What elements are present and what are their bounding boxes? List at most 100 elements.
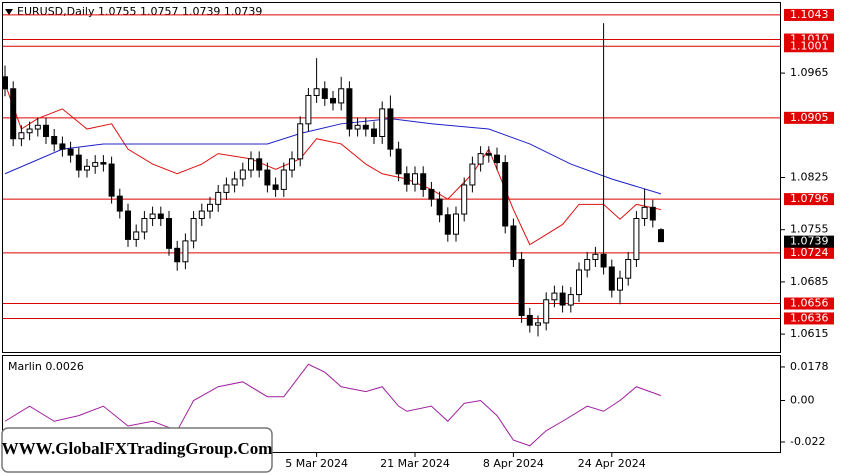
candle-body — [428, 188, 435, 200]
candle-body — [174, 247, 181, 263]
candle-body — [75, 154, 82, 171]
candle-body — [264, 169, 271, 186]
candle-body — [469, 163, 476, 186]
level-label-box — [784, 40, 834, 53]
candle-body — [658, 229, 664, 243]
candle-body — [256, 158, 263, 171]
candle-body — [461, 184, 468, 215]
candle-body — [321, 88, 328, 99]
candle-body — [641, 206, 648, 220]
candle-body — [371, 128, 377, 137]
level-label-box — [784, 111, 834, 124]
candle-body — [59, 143, 66, 150]
candle-body — [420, 173, 427, 190]
candle-body — [239, 169, 246, 180]
level-label: 1.0636 — [790, 311, 829, 324]
candle-body — [600, 253, 607, 268]
level-label-box — [784, 246, 834, 259]
candle-body — [313, 88, 320, 96]
candle-body — [436, 198, 443, 216]
candle-body — [625, 259, 632, 279]
candle-body — [223, 184, 230, 193]
candle-body — [43, 124, 49, 137]
candle-body — [84, 165, 90, 171]
candle-body — [551, 292, 558, 301]
candle-body — [608, 266, 615, 291]
chart-title: EURUSD,Daily 1.0755 1.0757 1.0739 1.0739 — [17, 5, 262, 18]
candle-body — [362, 124, 369, 130]
level-label: 1.1043 — [790, 8, 829, 21]
candle-body — [67, 148, 74, 156]
candle-body — [330, 97, 336, 104]
candle-body — [543, 299, 550, 324]
x-tick-label: 5 Mar 2024 — [285, 457, 348, 470]
candle-body — [34, 124, 41, 130]
candle-body — [92, 162, 99, 167]
candle-body — [231, 178, 238, 186]
candle-body — [494, 154, 500, 164]
candle-body — [584, 259, 591, 271]
candle-body — [649, 206, 656, 221]
candle-body — [559, 292, 566, 306]
indicator-tick-label: -0.022 — [790, 435, 825, 448]
y-tick-label: 1.0755 — [790, 223, 829, 236]
candle-body — [518, 259, 525, 316]
candle-body — [289, 158, 295, 171]
level-label: 1.0724 — [790, 246, 829, 259]
pane-arrow — [5, 9, 13, 15]
candle-body — [182, 240, 189, 263]
candle-body — [149, 213, 156, 220]
candle-body — [485, 153, 492, 156]
candle-body — [387, 108, 394, 150]
candle-body — [633, 218, 640, 261]
candle-body — [453, 213, 459, 235]
candle-body — [502, 162, 509, 227]
candle-body — [526, 314, 533, 326]
candle-body — [535, 322, 541, 326]
candle-body — [133, 231, 140, 240]
candle-body — [10, 88, 17, 140]
candle-body — [2, 76, 8, 90]
indicator-pane — [2, 355, 781, 453]
level-label: 1.0796 — [790, 192, 829, 205]
y-tick-label: 1.0965 — [790, 66, 829, 79]
indicator-tick-label: 0.00 — [790, 394, 815, 407]
indicator-tick-label: 0.0178 — [790, 360, 829, 373]
x-tick-label: 21 Mar 2024 — [380, 457, 450, 470]
moving-average — [4, 118, 662, 195]
candle-body — [305, 94, 312, 125]
price-pane — [2, 2, 781, 353]
candle-body — [26, 128, 33, 134]
candle-body — [125, 210, 131, 240]
level-label-box — [784, 8, 834, 21]
candle-body — [141, 218, 148, 233]
x-tick-label: 8 Apr 2024 — [483, 457, 544, 470]
watermark: WWW.GlobalFXTradingGroup.Com — [2, 439, 273, 458]
moving-average — [4, 83, 662, 246]
candle-body — [346, 88, 353, 130]
y-tick-label: 1.0615 — [790, 327, 829, 340]
level-label: 1.1001 — [790, 39, 829, 52]
candle-body — [272, 184, 279, 190]
candle-body — [576, 269, 582, 296]
level-label: 1.0905 — [790, 111, 829, 124]
indicator-label: Marlin 0.0026 — [8, 360, 84, 373]
level-label-box — [784, 193, 834, 206]
candle-body — [338, 88, 345, 104]
candle-body — [444, 214, 451, 235]
candle-body — [198, 210, 205, 220]
candle-body — [190, 218, 197, 242]
candle-body — [100, 162, 107, 165]
candle-body — [157, 213, 164, 220]
y-tick-label: 1.0685 — [790, 275, 829, 288]
candle-body — [18, 132, 25, 140]
candle-body — [395, 148, 402, 175]
watermark-box — [1, 427, 273, 473]
candle-body — [248, 158, 254, 171]
candle-body — [280, 169, 287, 190]
candle-body — [510, 225, 517, 261]
y-tick-label: 1.0825 — [790, 171, 829, 184]
last-price-label: 1.0739 — [790, 235, 829, 248]
